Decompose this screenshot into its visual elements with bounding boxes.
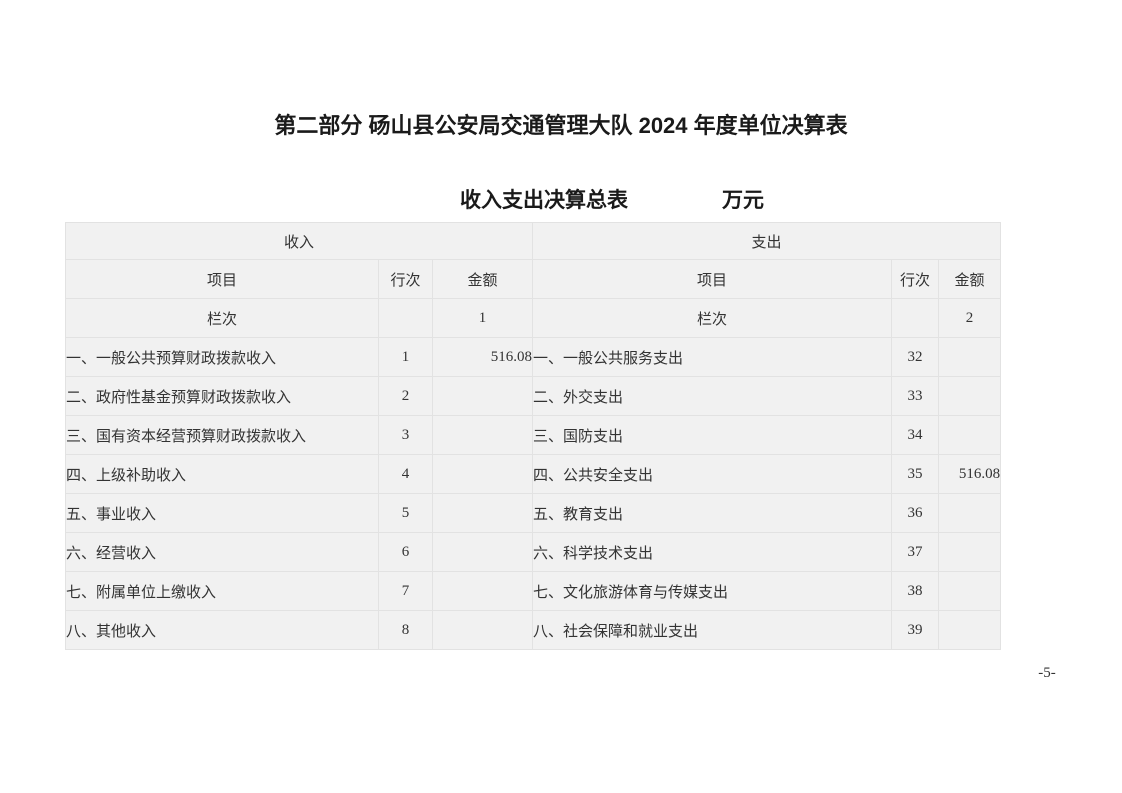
- expense-item-cell: 一、一般公共服务支出: [532, 337, 893, 377]
- income-amount-cell: [431, 532, 534, 572]
- expense-line-cell: 32: [891, 337, 940, 377]
- income-item-cell: 八、其他收入: [65, 610, 379, 650]
- expense-amount-cell: [938, 493, 1002, 533]
- income-item-cell: 二、政府性基金预算财政拨款收入: [65, 376, 379, 416]
- income-item-cell: 六、经营收入: [65, 532, 379, 572]
- income-col-header-item: 项目: [65, 259, 379, 299]
- expense-col-header-line: 行次: [891, 259, 940, 299]
- income-section-header: 收入: [64, 222, 534, 260]
- income-amount-cell: 516.08: [431, 337, 534, 377]
- income-amount-cell: [431, 415, 534, 455]
- expense-section-header: 支出: [532, 222, 1002, 260]
- income-line-cell: 8: [378, 610, 433, 650]
- expense-amount-cell: [938, 571, 1002, 611]
- expense-amount-cell: [938, 415, 1002, 455]
- income-lanci-label: 栏次: [65, 298, 379, 338]
- income-line-cell: 2: [378, 376, 433, 416]
- expense-col-header-item: 项目: [532, 259, 893, 299]
- table-row: 八、其他收入 8 八、社会保障和就业支出 39: [65, 610, 1002, 650]
- expense-line-cell: 35: [891, 454, 940, 494]
- income-col-header-amount: 金额: [431, 259, 534, 299]
- income-item-cell: 四、上级补助收入: [65, 454, 379, 494]
- expense-line-cell: 39: [891, 610, 940, 650]
- expense-lanci-line: [891, 298, 940, 338]
- expense-lanci-amount: 2: [938, 298, 1002, 338]
- expense-amount-cell: [938, 376, 1002, 416]
- income-amount-cell: [431, 493, 534, 533]
- expense-item-cell: 七、文化旅游体育与传媒支出: [532, 571, 893, 611]
- expense-line-cell: 34: [891, 415, 940, 455]
- expense-lanci-label: 栏次: [532, 298, 893, 338]
- expense-amount-cell: [938, 337, 1002, 377]
- table-row: 五、事业收入 5 五、教育支出 36: [65, 493, 1002, 533]
- income-item-cell: 一、一般公共预算财政拨款收入: [65, 337, 379, 377]
- income-lanci-line: [378, 298, 433, 338]
- table-row: 一、一般公共预算财政拨款收入 1 516.08 一、一般公共服务支出 32: [65, 337, 1002, 377]
- expense-amount-cell: 516.08: [938, 454, 1002, 494]
- expense-amount-cell: [938, 532, 1002, 572]
- unit-label: 万元: [722, 189, 764, 212]
- income-amount-cell: [431, 571, 534, 611]
- expense-item-cell: 六、科学技术支出: [532, 532, 893, 572]
- lanci-row: 栏次 1 栏次 2: [65, 298, 1002, 338]
- table-row: 七、附属单位上缴收入 7 七、文化旅游体育与传媒支出 38: [65, 571, 1002, 611]
- table-title: 收入支出决算总表: [460, 189, 628, 212]
- expense-line-cell: 37: [891, 532, 940, 572]
- income-amount-cell: [431, 454, 534, 494]
- page-number: -5-: [1038, 665, 1056, 681]
- expense-line-cell: 38: [891, 571, 940, 611]
- expense-item-cell: 八、社会保障和就业支出: [532, 610, 893, 650]
- summary-table: 收入 支出 项目 行次 金额 项目 行次 金额 栏次 1 栏次 2 一、一般公共…: [64, 222, 1002, 650]
- income-amount-cell: [431, 610, 534, 650]
- doc-title: 第二部分 砀山县公安局交通管理大队 2024 年度单位决算表: [274, 113, 848, 138]
- income-col-header-line: 行次: [378, 259, 433, 299]
- column-header-row: 项目 行次 金额 项目 行次 金额: [65, 259, 1002, 299]
- income-item-cell: 七、附属单位上缴收入: [65, 571, 379, 611]
- expense-amount-cell: [938, 610, 1002, 650]
- expense-item-cell: 二、外交支出: [532, 376, 893, 416]
- income-item-cell: 五、事业收入: [65, 493, 379, 533]
- expense-item-cell: 四、公共安全支出: [532, 454, 893, 494]
- income-lanci-amount: 1: [431, 298, 534, 338]
- section-header-row: 收入 支出: [64, 222, 1002, 260]
- table-row: 四、上级补助收入 4 四、公共安全支出 35 516.08: [65, 454, 1002, 494]
- income-line-cell: 7: [378, 571, 433, 611]
- income-item-cell: 三、国有资本经营预算财政拨款收入: [65, 415, 379, 455]
- expense-line-cell: 36: [891, 493, 940, 533]
- income-line-cell: 4: [378, 454, 433, 494]
- income-line-cell: 5: [378, 493, 433, 533]
- expense-line-cell: 33: [891, 376, 940, 416]
- expense-item-cell: 三、国防支出: [532, 415, 893, 455]
- table-row: 二、政府性基金预算财政拨款收入 2 二、外交支出 33: [65, 376, 1002, 416]
- income-amount-cell: [431, 376, 534, 416]
- income-line-cell: 3: [378, 415, 433, 455]
- table-row: 六、经营收入 6 六、科学技术支出 37: [65, 532, 1002, 572]
- expense-col-header-amount: 金额: [938, 259, 1002, 299]
- income-line-cell: 1: [378, 337, 433, 377]
- expense-item-cell: 五、教育支出: [532, 493, 893, 533]
- income-line-cell: 6: [378, 532, 433, 572]
- table-row: 三、国有资本经营预算财政拨款收入 3 三、国防支出 34: [65, 415, 1002, 455]
